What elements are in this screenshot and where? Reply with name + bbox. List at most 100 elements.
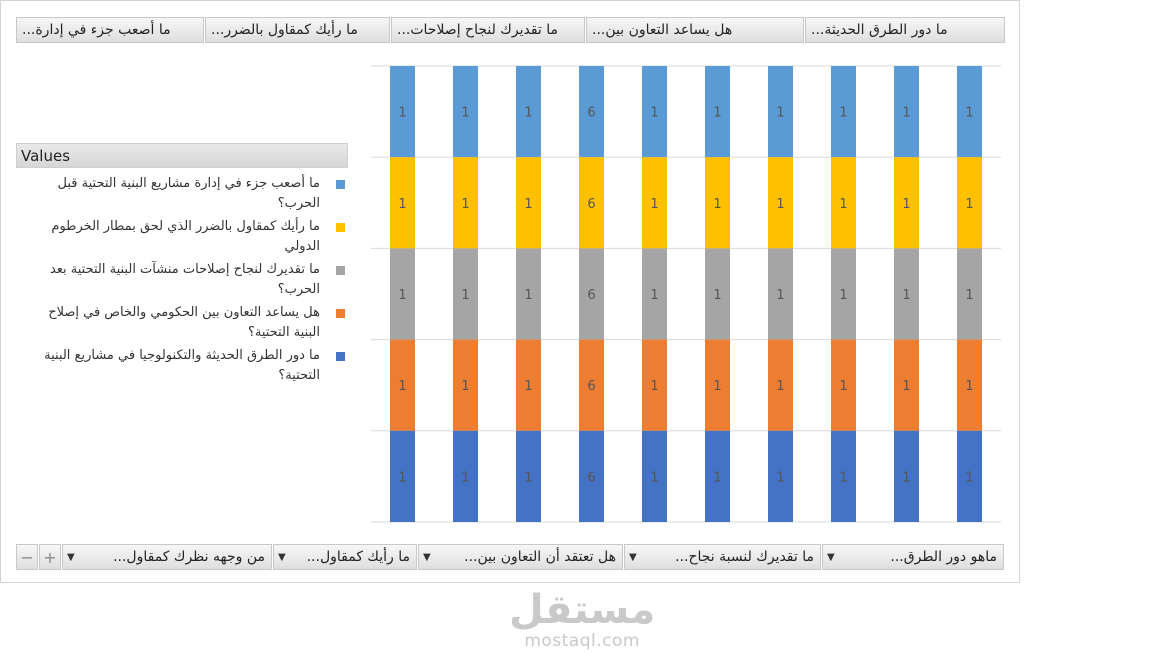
- bar-segment: [768, 248, 793, 340]
- bar-segment: [705, 248, 730, 340]
- field-button[interactable]: ما رأيك كمقاول بالضرر...: [205, 17, 390, 43]
- dropdown-arrow-icon: ▼: [278, 551, 286, 563]
- data-label: 1: [650, 197, 658, 212]
- bar-segment: [579, 248, 604, 340]
- dropdown-arrow-icon: ▼: [629, 551, 637, 563]
- data-label: 1: [902, 379, 910, 394]
- legend: Values ما أصعب جزء في إدارة مشاريع البني…: [16, 143, 348, 383]
- field-button[interactable]: ما دور الطرق الحديثة...: [805, 17, 1005, 43]
- bar-segment: [768, 339, 793, 431]
- legend-swatch-icon: [336, 180, 345, 189]
- field-button[interactable]: ما تقديرك لنجاح إصلاحات...: [391, 17, 585, 43]
- plus-button[interactable]: +: [39, 544, 61, 570]
- field-label: هل تعتقد أن التعاون بين...: [464, 549, 616, 565]
- legend-item: ما أصعب جزء في إدارة مشاريع البنية التحت…: [16, 168, 348, 211]
- dropdown-arrow-icon: ▼: [67, 551, 75, 563]
- bar-segment: [390, 430, 415, 522]
- field-label: ما تقديرك لنسبة نجاح...: [675, 549, 814, 565]
- bar-segment: [957, 339, 982, 431]
- bar-segment: [579, 430, 604, 522]
- bottom-field-buttons: − + ▼ من وجهه نظرك كمقاول... ▼ ما رأيك ك…: [16, 544, 1005, 570]
- bar-segment: [831, 157, 856, 249]
- stacked-bar-chart: 1 1 1 1 1 1 1 1 1 1 1 1 1 1 1 6 6 6 6 6 1 1 1 1 1 1 1 1 1 1 1 1 1 1 1 1 1 1 1 1…: [371, 65, 1001, 523]
- data-label: 1: [965, 197, 973, 212]
- filter-field-button[interactable]: ▼ من وجهه نظرك كمقاول...: [62, 544, 272, 570]
- bar-segment: [516, 248, 541, 340]
- legend-swatch-icon: [336, 309, 345, 318]
- bar-segment: [894, 157, 919, 249]
- bar-segment: [894, 339, 919, 431]
- legend-item: ما تقديرك لنجاح إصلاحات منشآت البنية الت…: [16, 254, 348, 297]
- legend-swatch-icon: [336, 352, 345, 361]
- bar-segment: [768, 66, 793, 158]
- data-label: 1: [713, 197, 721, 212]
- field-button[interactable]: ما أصعب جزء في إدارة...: [16, 17, 204, 43]
- data-label: 1: [776, 106, 784, 121]
- bar-segment: [642, 430, 667, 522]
- bar-segment: [516, 66, 541, 158]
- legend-header: Values: [16, 143, 348, 168]
- bar-segment: [453, 157, 478, 249]
- bar-segment: [957, 66, 982, 158]
- data-label: 1: [713, 470, 721, 485]
- data-label: 1: [776, 379, 784, 394]
- data-label: 1: [965, 106, 973, 121]
- data-label: 1: [650, 106, 658, 121]
- bar-segment: [894, 430, 919, 522]
- data-label: 1: [524, 470, 532, 485]
- data-label: 6: [587, 288, 595, 303]
- top-field-buttons: ما أصعب جزء في إدارة... ما رأيك كمقاول ب…: [16, 17, 1006, 43]
- bar-segment: [390, 66, 415, 158]
- bar-segment: [390, 339, 415, 431]
- bar-segment: [579, 66, 604, 158]
- bar-segment: [453, 66, 478, 158]
- bar-segment: [579, 157, 604, 249]
- data-label: 1: [650, 470, 658, 485]
- data-label: 1: [461, 197, 469, 212]
- filter-field-button[interactable]: ▼ هل تعتقد أن التعاون بين...: [418, 544, 623, 570]
- data-label: 1: [524, 288, 532, 303]
- legend-swatch-icon: [336, 223, 345, 232]
- legend-item: ما رأيك كمقاول بالضرر الذي لحق بمطار الخ…: [16, 211, 348, 254]
- field-button[interactable]: هل يساعد التعاون بين...: [586, 17, 804, 43]
- filter-field-button[interactable]: ▼ ماهو دور الطرق...: [822, 544, 1004, 570]
- data-label: 1: [902, 470, 910, 485]
- legend-label: ما رأيك كمقاول بالضرر الذي لحق بمطار الخ…: [51, 219, 320, 254]
- dropdown-arrow-icon: ▼: [423, 551, 431, 563]
- data-label: 1: [650, 288, 658, 303]
- data-label: 1: [902, 288, 910, 303]
- data-label: 1: [713, 106, 721, 121]
- field-label: ماهو دور الطرق...: [890, 549, 997, 565]
- data-label: 1: [776, 288, 784, 303]
- bar-segment: [957, 248, 982, 340]
- bar-segment: [453, 248, 478, 340]
- bar-segment: [516, 339, 541, 431]
- bar-segment: [768, 430, 793, 522]
- data-label: 1: [524, 106, 532, 121]
- data-label: 1: [839, 379, 847, 394]
- bar-segment: [705, 157, 730, 249]
- bar-segment: [705, 430, 730, 522]
- bar-segment: [516, 430, 541, 522]
- data-label: 1: [650, 379, 658, 394]
- filter-field-button[interactable]: ▼ ما تقديرك لنسبة نجاح...: [624, 544, 821, 570]
- bar-segment: [831, 430, 856, 522]
- data-label: 1: [965, 470, 973, 485]
- dropdown-arrow-icon: ▼: [827, 551, 835, 563]
- data-label: 6: [587, 197, 595, 212]
- bar-segment: [642, 339, 667, 431]
- data-label: 1: [839, 288, 847, 303]
- bar-segment: [831, 66, 856, 158]
- data-label: 1: [524, 379, 532, 394]
- minus-button[interactable]: −: [16, 544, 38, 570]
- filter-field-button[interactable]: ▼ ما رأيك كمقاول...: [273, 544, 417, 570]
- data-label: 1: [902, 197, 910, 212]
- data-label: 1: [461, 379, 469, 394]
- legend-label: ما تقديرك لنجاح إصلاحات منشآت البنية الت…: [49, 262, 320, 297]
- pivot-chart-panel: ما أصعب جزء في إدارة... ما رأيك كمقاول ب…: [0, 0, 1020, 583]
- data-label: 1: [776, 470, 784, 485]
- watermark-logo-text: مستقل: [509, 587, 656, 633]
- data-label: 1: [398, 197, 406, 212]
- watermark: مستقل mostaql.com: [509, 588, 655, 650]
- watermark-url: mostaql.com: [524, 631, 640, 651]
